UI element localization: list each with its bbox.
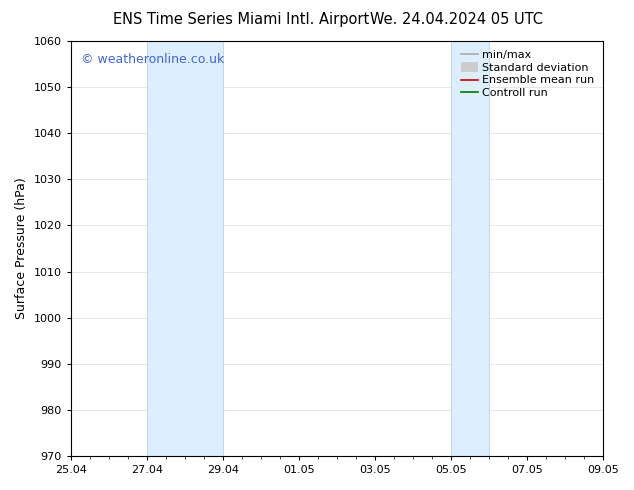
Legend: min/max, Standard deviation, Ensemble mean run, Controll run: min/max, Standard deviation, Ensemble me… bbox=[458, 47, 598, 101]
Text: © weatheronline.co.uk: © weatheronline.co.uk bbox=[81, 53, 224, 67]
Bar bbox=[451, 41, 489, 456]
Y-axis label: Surface Pressure (hPa): Surface Pressure (hPa) bbox=[15, 178, 28, 319]
Text: ENS Time Series Miami Intl. Airport: ENS Time Series Miami Intl. Airport bbox=[113, 12, 369, 27]
Text: We. 24.04.2024 05 UTC: We. 24.04.2024 05 UTC bbox=[370, 12, 543, 27]
Bar bbox=[146, 41, 223, 456]
